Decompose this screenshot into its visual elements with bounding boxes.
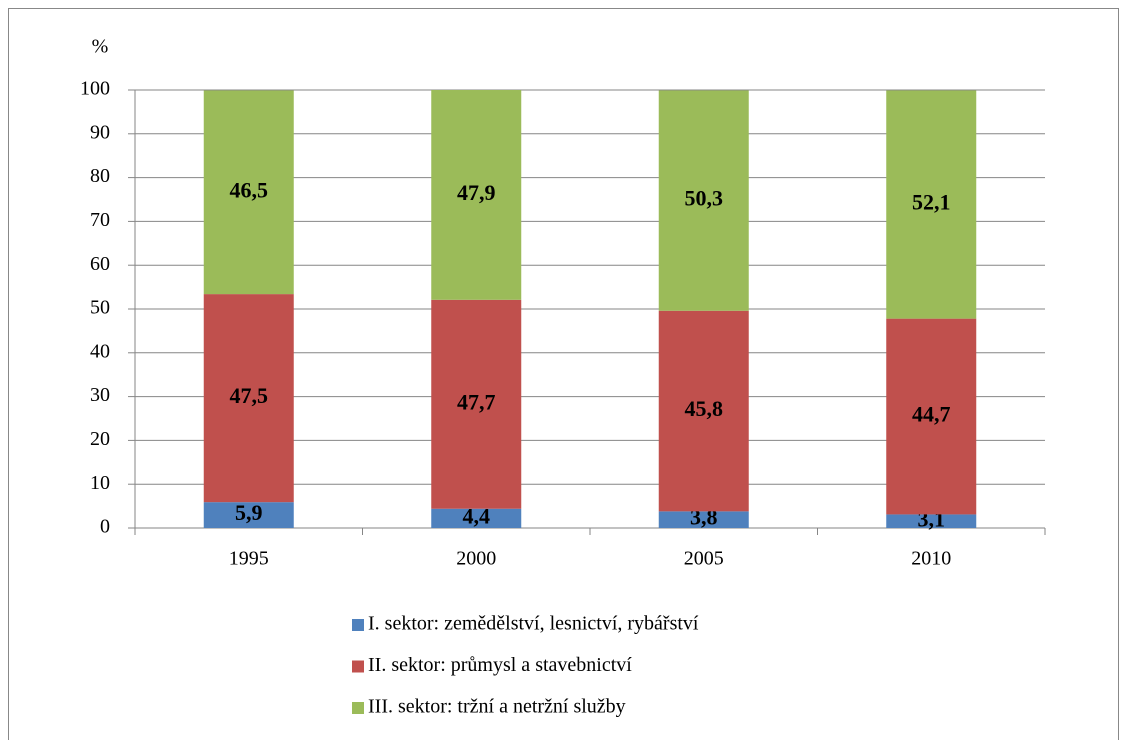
y-tick-label: 0	[100, 516, 110, 538]
y-axis-label: %	[92, 36, 109, 58]
bar-segment	[203, 294, 294, 503]
bar-segment	[886, 318, 977, 515]
data-label: 50,3	[685, 186, 724, 211]
bar-segment	[203, 502, 294, 528]
bar-segment	[431, 299, 522, 509]
x-tick-label: 1995	[229, 548, 269, 570]
bar-segment	[203, 90, 294, 295]
data-label: 52,1	[912, 190, 951, 215]
y-tick-label: 30	[90, 384, 110, 406]
y-tick-label: 90	[90, 121, 110, 143]
x-tick-label: 2005	[684, 548, 724, 570]
bar-segment	[886, 90, 977, 319]
y-tick-label: 20	[90, 428, 110, 450]
data-label: 47,7	[457, 389, 496, 414]
legend-label: III. sektor: tržní a netržní služby	[368, 696, 626, 718]
y-tick-label: 100	[80, 78, 110, 100]
y-tick-label: 60	[90, 253, 110, 275]
y-tick-label: 80	[90, 165, 110, 187]
data-label: 47,5	[230, 383, 269, 408]
data-label: 5,9	[235, 500, 263, 525]
bar-segment	[431, 508, 522, 528]
y-tick-label: 40	[90, 340, 110, 362]
y-tick-label: 50	[90, 297, 110, 319]
y-tick-label: 70	[90, 209, 110, 231]
legend-swatch	[352, 702, 364, 714]
legend-swatch	[352, 619, 364, 631]
legend-swatch	[352, 660, 364, 673]
data-label: 46,5	[230, 177, 269, 202]
bar-segment	[658, 90, 749, 311]
legend-label: II. sektor: průmysl a stavebnictví	[368, 654, 632, 676]
data-label: 45,8	[685, 396, 724, 421]
legend-label: I. sektor: zemědělství, lesnictví, rybář…	[368, 613, 699, 635]
chart-frame	[8, 8, 1119, 740]
bar-segment	[431, 90, 522, 300]
data-label: 44,7	[912, 402, 951, 427]
bar-segment	[658, 511, 749, 528]
data-label: 47,9	[457, 180, 496, 205]
bar-segment	[886, 514, 977, 528]
x-tick-label: 2000	[456, 548, 496, 570]
y-tick-label: 10	[90, 472, 110, 494]
x-tick-label: 2010	[911, 548, 951, 570]
bar-segment	[658, 310, 749, 512]
